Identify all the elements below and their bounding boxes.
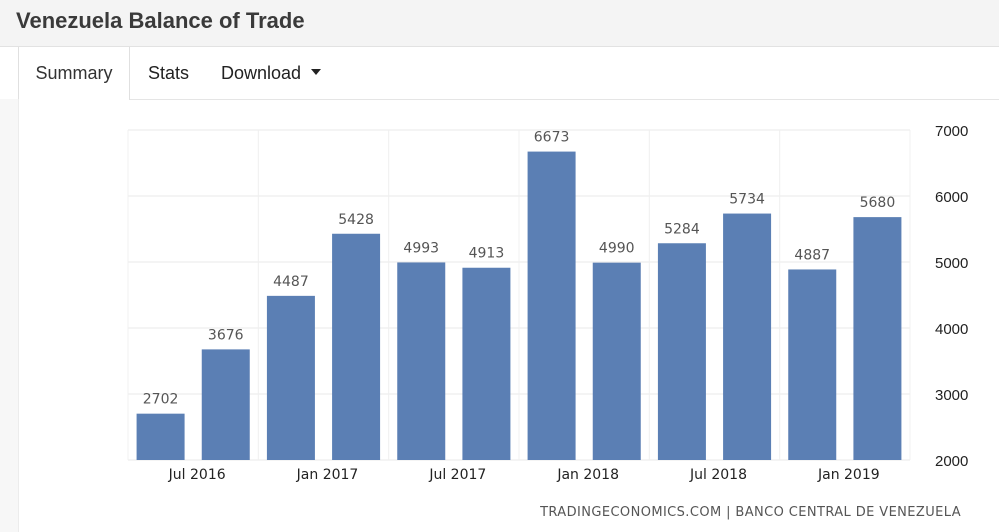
bar[interactable] xyxy=(136,413,185,460)
bar-value-label: 3676 xyxy=(208,327,244,343)
tab-bar: Summary Stats Download xyxy=(0,47,999,100)
tab-download[interactable]: Download xyxy=(221,47,322,99)
bar[interactable] xyxy=(332,233,381,460)
x-tick-label: Jan 2019 xyxy=(817,467,880,483)
bar[interactable] xyxy=(723,213,772,460)
bar[interactable] xyxy=(788,269,837,460)
bar-value-label: 4993 xyxy=(403,240,439,256)
bar-value-label: 4487 xyxy=(273,274,309,290)
y-tick-label: 6000 xyxy=(935,189,968,206)
left-rail xyxy=(0,99,19,532)
tab-stats[interactable]: Stats xyxy=(148,47,189,99)
y-tick-label: 2000 xyxy=(935,453,968,470)
x-tick-label: Jul 2017 xyxy=(428,467,486,483)
y-tick-label: 5000 xyxy=(935,255,968,272)
caret-down-icon xyxy=(311,69,322,76)
x-tick-label: Jul 2018 xyxy=(689,467,747,483)
bar-value-label: 4887 xyxy=(794,247,830,263)
bar[interactable] xyxy=(397,262,446,460)
bar-value-label: 4990 xyxy=(599,241,635,257)
bar[interactable] xyxy=(201,349,250,460)
bar-value-label: 5734 xyxy=(729,192,765,208)
y-tick-label: 7000 xyxy=(935,123,968,140)
x-tick-label: Jan 2018 xyxy=(556,467,619,483)
bar-value-label: 5284 xyxy=(664,221,700,237)
bar[interactable] xyxy=(462,267,511,460)
bar-value-label: 5680 xyxy=(860,195,896,211)
tab-summary[interactable]: Summary xyxy=(18,47,130,100)
y-tick-label: 4000 xyxy=(935,321,968,338)
bar-value-label: 5428 xyxy=(338,212,374,228)
bar-value-label: 2702 xyxy=(143,392,179,408)
x-tick-label: Jul 2016 xyxy=(168,467,226,483)
bar[interactable] xyxy=(266,295,315,460)
page-title: Venezuela Balance of Trade xyxy=(16,8,305,33)
bar[interactable] xyxy=(592,262,641,460)
bar-value-label: 4913 xyxy=(469,246,505,262)
tab-summary-label: Summary xyxy=(35,63,113,83)
chart-source: TRADINGECONOMICS.COM | BANCO CENTRAL DE … xyxy=(540,505,961,520)
bar[interactable] xyxy=(527,151,576,460)
bar[interactable] xyxy=(853,217,902,460)
bar[interactable] xyxy=(657,243,706,460)
tab-download-label: Download xyxy=(221,63,302,83)
x-tick-label: Jan 2017 xyxy=(296,467,359,483)
bar-value-label: 6673 xyxy=(534,130,570,146)
y-tick-label: 3000 xyxy=(935,387,968,404)
page-header: Venezuela Balance of Trade xyxy=(0,0,999,47)
tab-stats-label: Stats xyxy=(148,63,190,83)
